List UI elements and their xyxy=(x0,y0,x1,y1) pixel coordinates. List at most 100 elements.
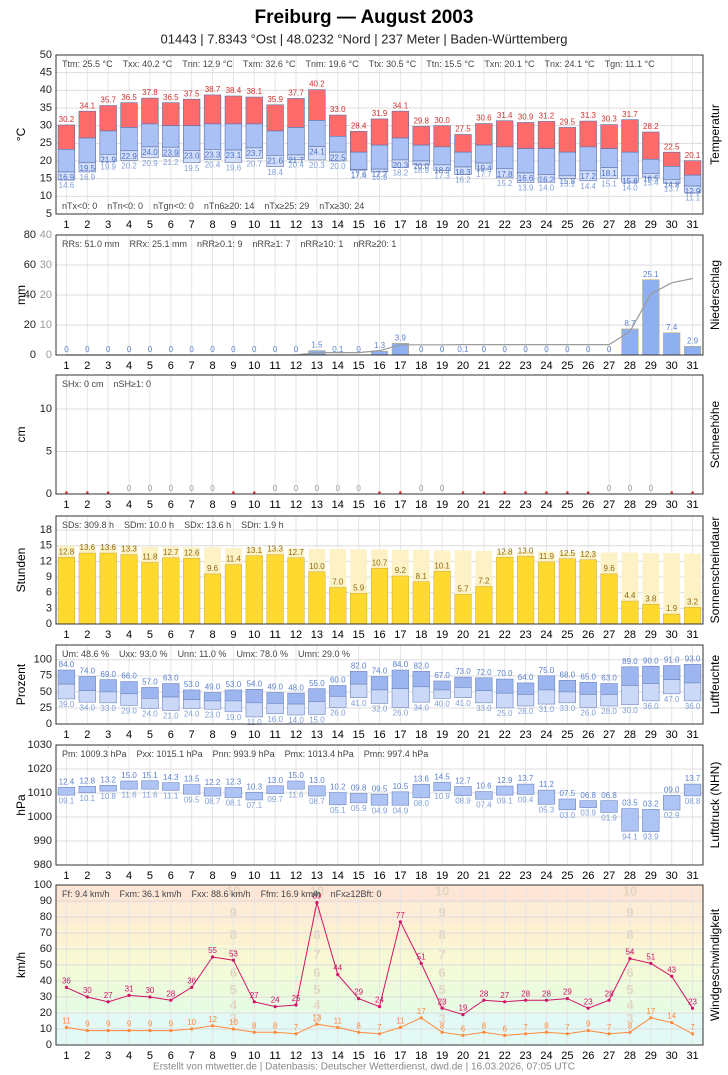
value-label: 20.1 xyxy=(685,151,701,160)
value-label: 9.6 xyxy=(207,564,219,573)
value-label: 2.9 xyxy=(687,336,699,345)
value-label: 24.0 xyxy=(184,710,200,719)
x-tick-label: 18 xyxy=(415,360,427,372)
value-label: 15.0 xyxy=(288,771,304,780)
value-label: 43 xyxy=(667,965,676,974)
y-tick-label: 25 xyxy=(40,137,52,149)
missing-marker xyxy=(252,491,256,494)
range-bar xyxy=(516,122,535,149)
range-bar xyxy=(683,663,702,684)
value-label: 8 xyxy=(273,1021,278,1030)
x-tick-label: 21 xyxy=(478,870,490,882)
value-label: 11.0 xyxy=(247,718,263,727)
x-tick-label: 2 xyxy=(84,1050,90,1062)
y-tick-label: 40 xyxy=(40,975,52,987)
value-label: 7.0 xyxy=(332,578,344,587)
x-tick-label: 24 xyxy=(540,729,552,741)
y-tick-label: 30 xyxy=(40,991,52,1003)
value-label: 25.1 xyxy=(643,270,659,279)
x-tick-label: 27 xyxy=(603,629,615,641)
stat: Um: 48.6 % xyxy=(62,649,109,659)
value-label: 25 xyxy=(292,994,301,1003)
value-label: 31.9 xyxy=(372,109,388,118)
value-label: 7 xyxy=(294,1023,299,1032)
range-bar xyxy=(141,97,159,125)
value-label: 66.0 xyxy=(121,672,137,681)
y-axis-label: Prozent xyxy=(14,663,28,705)
y-tick-label: 70 xyxy=(40,927,52,939)
y2-tick-label: 0 xyxy=(30,349,36,361)
range-bar xyxy=(579,800,597,808)
stat: SDx: 13.6 h xyxy=(184,520,231,530)
value-label: 30.0 xyxy=(434,116,450,125)
point xyxy=(357,997,361,1001)
value-label: 01.9 xyxy=(601,814,617,823)
value-label: 69.0 xyxy=(100,670,116,679)
range-bar xyxy=(433,125,451,148)
bar xyxy=(663,332,681,356)
range-bar xyxy=(162,125,180,148)
value-label: 55.0 xyxy=(309,679,325,688)
value-label: 0 xyxy=(252,345,257,354)
x-tick-label: 9 xyxy=(230,499,236,511)
value-label: 28.0 xyxy=(518,707,534,716)
stats-line: SHx: 0 cm nSH≥1: 0 xyxy=(62,379,151,389)
x-tick-label: 22 xyxy=(499,219,511,231)
value-label: 30.0 xyxy=(622,706,638,715)
x-tick-label: 24 xyxy=(540,629,552,641)
value-label: 0 xyxy=(336,484,341,493)
range-bar xyxy=(642,665,660,684)
range-bar xyxy=(475,123,493,146)
value-label: 3.9 xyxy=(395,333,407,342)
value-label: 54.0 xyxy=(246,679,262,688)
value-label: 0 xyxy=(419,345,424,354)
value-label: 0 xyxy=(148,345,153,354)
value-label: 51 xyxy=(646,953,655,962)
range-bar xyxy=(57,149,76,173)
x-tick-label: 3 xyxy=(105,629,111,641)
x-tick-label: 18 xyxy=(415,870,427,882)
value-label: 28.2 xyxy=(643,122,659,131)
x-tick-label: 14 xyxy=(332,1050,344,1062)
range-bar xyxy=(120,150,138,161)
range-bar xyxy=(120,780,138,790)
x-tick-label: 9 xyxy=(230,729,236,741)
x-tick-label: 14 xyxy=(332,870,344,882)
value-label: 49.0 xyxy=(205,683,221,692)
point xyxy=(482,1030,486,1034)
value-label: 07.1 xyxy=(246,801,262,810)
value-label: 0 xyxy=(169,345,174,354)
x-tick-label: 31 xyxy=(686,499,698,511)
stat: Tnn: 12.9 °C xyxy=(182,59,233,69)
x-tick-label: 26 xyxy=(582,360,594,372)
bar xyxy=(266,554,284,625)
value-label: 12.2 xyxy=(205,778,221,787)
x-tick-label: 22 xyxy=(499,870,511,882)
value-label: 19 xyxy=(459,1004,468,1013)
range-bar xyxy=(537,174,556,183)
range-bar xyxy=(287,780,305,790)
value-label: 0 xyxy=(356,484,361,493)
point xyxy=(649,961,653,966)
value-label: 02.9 xyxy=(664,811,680,820)
x-tick-label: 7 xyxy=(189,219,195,231)
value-label: 3.8 xyxy=(645,594,657,603)
x-tick-label: 2 xyxy=(84,499,90,511)
range-bar xyxy=(683,682,702,702)
bar xyxy=(162,557,180,625)
range-bar xyxy=(370,676,389,691)
point xyxy=(127,1029,131,1033)
x-tick-label: 12 xyxy=(290,219,302,231)
range-bar xyxy=(412,126,430,146)
value-label: 04.9 xyxy=(393,806,409,815)
stat: Pm: 1009.3 hPa xyxy=(62,749,127,759)
bar xyxy=(621,600,639,625)
x-tick-label: 18 xyxy=(415,629,427,641)
value-label: 13.6 xyxy=(413,774,429,783)
point xyxy=(398,1025,402,1029)
point xyxy=(690,1032,695,1036)
range-bar xyxy=(78,137,96,164)
panel-title: Luftdruck (NHN) xyxy=(708,762,722,849)
range-bar xyxy=(537,789,556,805)
value-label: 12.8 xyxy=(80,776,96,785)
